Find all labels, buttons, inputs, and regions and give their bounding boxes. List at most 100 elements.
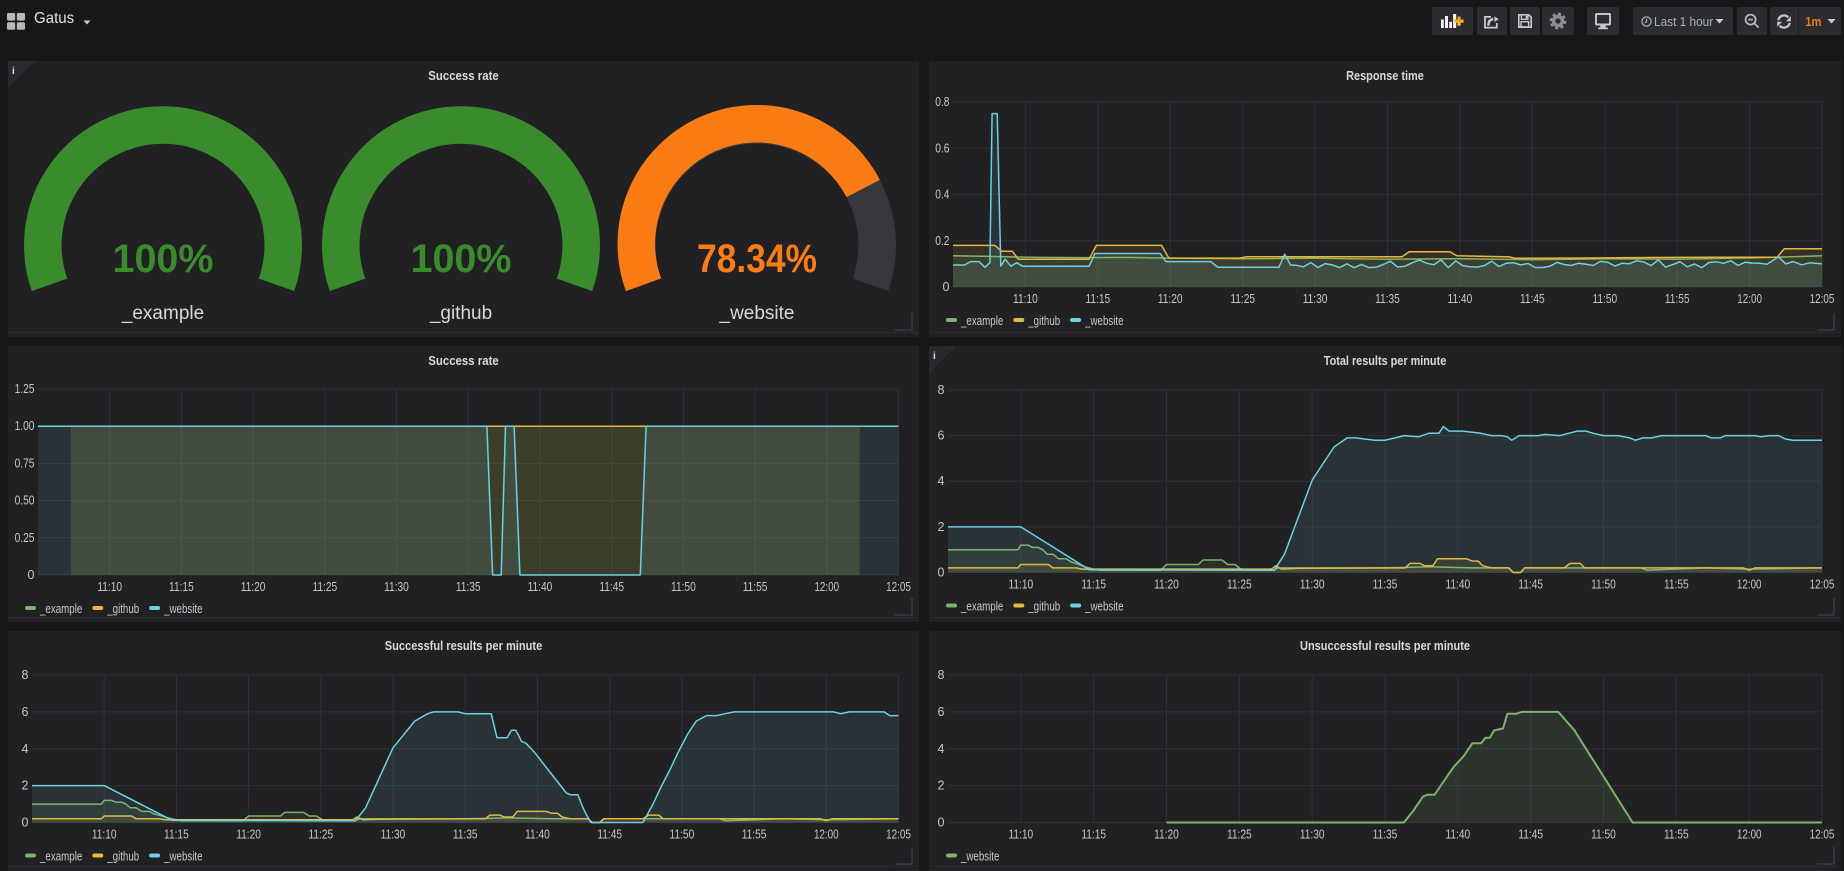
svg-text:11:25: 11:25: [312, 580, 337, 594]
svg-text:11:10: 11:10: [92, 828, 117, 842]
svg-text:6: 6: [938, 705, 945, 719]
svg-text:11:35: 11:35: [456, 580, 481, 594]
svg-text:11:50: 11:50: [1592, 292, 1617, 306]
svg-text:11:45: 11:45: [599, 580, 624, 594]
svg-text:0: 0: [28, 568, 35, 582]
svg-text:11:15: 11:15: [169, 580, 194, 594]
svg-text:2: 2: [22, 779, 29, 793]
svg-text:_website: _website: [960, 850, 999, 864]
svg-text:12:05: 12:05: [886, 580, 911, 594]
svg-text:_website: _website: [1084, 314, 1123, 328]
svg-text:0.50: 0.50: [15, 494, 35, 508]
svg-text:i: i: [12, 66, 15, 77]
svg-text:11:25: 11:25: [1227, 828, 1252, 842]
svg-text:i: i: [933, 351, 936, 362]
svg-text:11:50: 11:50: [1591, 828, 1616, 842]
svg-text:12:05: 12:05: [1810, 578, 1835, 592]
svg-text:11:55: 11:55: [1665, 292, 1690, 306]
svg-text:11:25: 11:25: [308, 828, 333, 842]
svg-text:0: 0: [22, 816, 29, 830]
svg-text:0.8: 0.8: [935, 95, 949, 109]
svg-text:11:55: 11:55: [1664, 578, 1689, 592]
svg-text:11:55: 11:55: [742, 828, 767, 842]
svg-text:11:30: 11:30: [1303, 292, 1328, 306]
svg-text:11:20: 11:20: [1154, 828, 1179, 842]
svg-text:11:45: 11:45: [597, 828, 622, 842]
svg-text:100%: 100%: [411, 237, 512, 281]
svg-text:12:00: 12:00: [1737, 828, 1762, 842]
svg-text:11:40: 11:40: [1445, 578, 1470, 592]
svg-text:11:35: 11:35: [1373, 828, 1398, 842]
svg-text:11:55: 11:55: [1664, 828, 1689, 842]
svg-text:12:00: 12:00: [1737, 292, 1762, 306]
svg-text:11:10: 11:10: [97, 580, 122, 594]
svg-text:_github: _github: [429, 303, 492, 324]
svg-text:6: 6: [938, 429, 945, 443]
svg-text:0.2: 0.2: [935, 234, 949, 248]
svg-text:2: 2: [938, 520, 945, 534]
svg-text:_website: _website: [1084, 600, 1123, 614]
svg-text:12:00: 12:00: [814, 580, 839, 594]
svg-text:11:45: 11:45: [1518, 828, 1543, 842]
svg-text:4: 4: [938, 742, 945, 756]
svg-text:100%: 100%: [113, 237, 214, 281]
svg-text:Unsuccessful results per minut: Unsuccessful results per minute: [1300, 638, 1470, 653]
svg-text:11:20: 11:20: [241, 580, 266, 594]
svg-text:12:05: 12:05: [1810, 828, 1835, 842]
svg-text:4: 4: [938, 474, 945, 488]
svg-text:11:55: 11:55: [743, 580, 768, 594]
svg-text:11:20: 11:20: [1158, 292, 1183, 306]
svg-text:Success rate: Success rate: [428, 68, 499, 83]
svg-text:11:15: 11:15: [164, 828, 189, 842]
svg-text:_example: _example: [960, 314, 1003, 328]
svg-text:11:40: 11:40: [528, 580, 553, 594]
svg-text:0.75: 0.75: [15, 456, 35, 470]
svg-text:11:10: 11:10: [1008, 828, 1033, 842]
svg-text:_website: _website: [163, 602, 202, 616]
svg-text:2: 2: [938, 779, 945, 793]
svg-text:11:30: 11:30: [381, 828, 406, 842]
svg-text:11:50: 11:50: [1591, 578, 1616, 592]
svg-text:11:15: 11:15: [1081, 578, 1106, 592]
svg-text:_example: _example: [39, 850, 82, 864]
svg-text:_github: _github: [1028, 314, 1061, 328]
svg-text:_example: _example: [39, 602, 82, 616]
svg-text:11:35: 11:35: [453, 828, 478, 842]
svg-text:11:40: 11:40: [1448, 292, 1473, 306]
svg-text:0: 0: [938, 816, 945, 830]
svg-text:12:00: 12:00: [1737, 578, 1762, 592]
svg-text:78.34%: 78.34%: [697, 237, 817, 281]
svg-text:11:30: 11:30: [1300, 828, 1325, 842]
svg-text:11:35: 11:35: [1373, 578, 1398, 592]
svg-text:11:50: 11:50: [671, 580, 696, 594]
svg-text:1.25: 1.25: [15, 382, 35, 396]
svg-text:8: 8: [22, 668, 29, 682]
svg-text:Response time: Response time: [1346, 68, 1424, 83]
svg-text:11:40: 11:40: [1445, 828, 1470, 842]
svg-text:_github: _github: [107, 602, 140, 616]
svg-text:11:15: 11:15: [1081, 828, 1106, 842]
svg-text:_github: _github: [107, 850, 140, 864]
svg-text:0.25: 0.25: [15, 531, 35, 545]
svg-text:11:20: 11:20: [1154, 578, 1179, 592]
svg-text:11:40: 11:40: [525, 828, 550, 842]
svg-text:0.4: 0.4: [935, 188, 949, 202]
svg-text:12:00: 12:00: [814, 828, 839, 842]
svg-text:Success rate: Success rate: [428, 353, 499, 368]
svg-text:11:30: 11:30: [1300, 578, 1325, 592]
svg-text:11:30: 11:30: [384, 580, 409, 594]
svg-text:_website: _website: [163, 850, 202, 864]
svg-text:0: 0: [938, 566, 945, 580]
svg-text:11:35: 11:35: [1375, 292, 1400, 306]
svg-text:11:45: 11:45: [1520, 292, 1545, 306]
svg-text:_example: _example: [121, 303, 204, 324]
svg-text:11:25: 11:25: [1227, 578, 1252, 592]
svg-text:_example: _example: [960, 600, 1003, 614]
svg-text:11:10: 11:10: [1008, 578, 1033, 592]
svg-text:_website: _website: [719, 303, 795, 324]
svg-text:12:05: 12:05: [1810, 292, 1835, 306]
svg-text:Successful results per minute: Successful results per minute: [385, 638, 543, 653]
svg-text:11:15: 11:15: [1085, 292, 1110, 306]
svg-text:12:05: 12:05: [886, 828, 911, 842]
svg-text:11:50: 11:50: [670, 828, 695, 842]
